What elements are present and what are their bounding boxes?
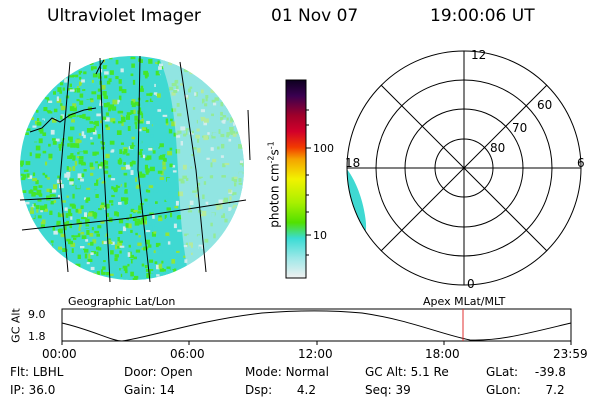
mlat-label-80: 80 [490, 141, 506, 155]
time-tick-1200: 12:00 [298, 347, 333, 361]
colorbar-tick-10: 10 [313, 229, 327, 242]
colorbar [285, 79, 311, 279]
altitude-tick-max: 9.0 [28, 308, 46, 321]
status-glon: GLon: 7.2 [486, 383, 565, 397]
mlat-label-70: 70 [512, 121, 528, 135]
altitude-tick-min: 1.8 [28, 330, 46, 343]
altitude-timeline [61, 308, 572, 345]
time-tick-0000: 00:00 [42, 347, 77, 361]
status-dsp: Dsp: 4.2 [245, 383, 316, 397]
status-glat: GLat: -39.8 [486, 365, 566, 379]
mlt-label-18: 18 [345, 156, 361, 170]
mlt-label-0: 0 [467, 277, 475, 291]
status-ip: IP: 36.0 [10, 383, 56, 397]
time-tick-2359: 23:59 [553, 347, 588, 361]
instrument-title: Ultraviolet Imager [47, 6, 201, 26]
status-mode: Mode: Normal [245, 365, 329, 379]
status-filter: Flt: LBHL [10, 365, 64, 379]
status-door: Door: Open [124, 365, 193, 379]
polar-plot [346, 50, 582, 286]
time-tick-1800: 18:00 [425, 347, 460, 361]
colorbar-tick-100: 100 [313, 142, 334, 155]
status-gain: Gain: 14 [124, 383, 175, 397]
geographic-panel-label: Geographic Lat/Lon [68, 295, 176, 308]
mlt-label-12: 12 [471, 48, 487, 62]
observation-date: 01 Nov 07 [271, 6, 359, 26]
time-tick-0600: 06:00 [170, 347, 205, 361]
mlat-label-60: 60 [537, 98, 553, 112]
polar-grid [346, 50, 582, 286]
apex-panel-label: Apex MLat/MLT [423, 295, 506, 308]
geo-grid-lines [19, 55, 251, 283]
polar-emission-patch [347, 168, 367, 237]
status-gc-alt: GC Alt: 5.1 Re [365, 365, 449, 379]
altitude-axis-label: GC Alt [9, 308, 23, 343]
mlt-label-6: 6 [577, 156, 585, 170]
colorbar-unit-label: photon cm-2s-1 [266, 141, 282, 228]
status-seq: Seq: 39 [365, 383, 411, 397]
geographic-image-panel [19, 55, 251, 283]
observation-time: 19:00:06 UT [430, 6, 535, 26]
